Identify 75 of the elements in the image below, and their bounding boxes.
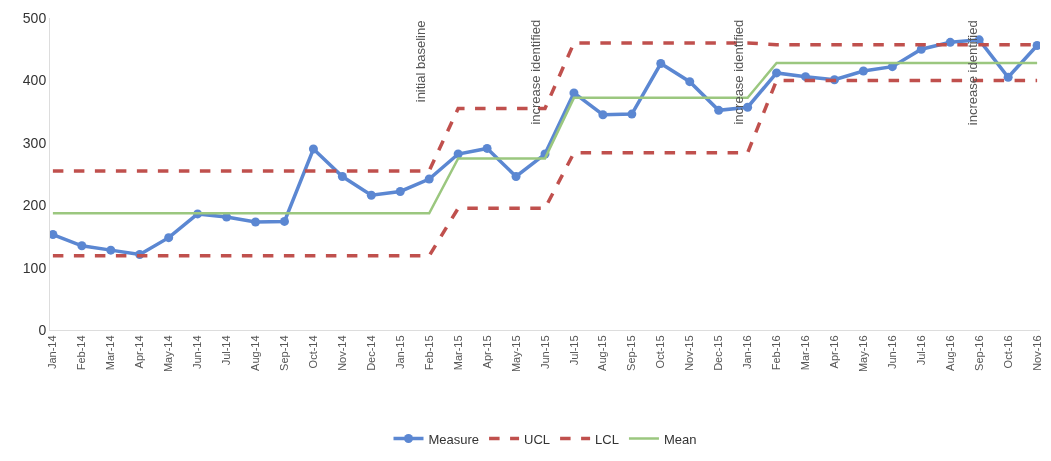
x-tick-label: Feb-16	[770, 335, 783, 371]
x-tick-label: Jun-16	[885, 335, 898, 370]
point	[77, 241, 87, 251]
y-tick-label: 200	[22, 197, 47, 214]
annotation: increase identified	[965, 20, 981, 126]
point	[279, 216, 289, 226]
point	[627, 109, 637, 119]
x-tick-label: Feb-15	[422, 335, 435, 371]
point	[511, 172, 521, 181]
point	[106, 245, 116, 255]
point	[656, 59, 666, 69]
legend-label: Measure	[428, 431, 480, 447]
x-tick-label: Jan-16	[741, 335, 754, 370]
point	[598, 110, 608, 120]
x-tick-label: Nov-16	[1030, 335, 1043, 371]
annotation: initial baseline	[413, 20, 429, 103]
y-tick-label: 300	[22, 134, 47, 151]
x-tick-label: Nov-14	[335, 335, 348, 371]
x-tick-label: Mar-15	[451, 335, 464, 371]
point	[251, 217, 261, 227]
x-tick-label: Dec-15	[712, 335, 725, 371]
point	[801, 72, 811, 82]
x-tick-label: Nov-15	[683, 335, 696, 371]
x-tick-label: Jun-15	[538, 335, 551, 370]
x-tick-label: Apr-16	[828, 335, 841, 369]
legend-label: Mean	[663, 431, 697, 447]
x-tick-label: Apr-14	[133, 335, 146, 369]
x-tick-label: Feb-14	[75, 335, 88, 371]
x-tick-label: Oct-14	[307, 335, 319, 369]
x-tick-label: Mar-14	[104, 335, 117, 371]
annotation: increase identified	[730, 19, 746, 125]
x-tick-label: Jan-14	[46, 335, 59, 370]
point	[945, 37, 955, 47]
point	[685, 77, 695, 87]
point	[366, 190, 376, 200]
x-tick-label: Dec-14	[364, 335, 377, 371]
point	[743, 102, 753, 112]
legend-label: LCL	[595, 431, 619, 447]
x-tick-label: Oct-16	[1001, 335, 1014, 369]
point	[482, 143, 492, 153]
x-tick-label: Oct-15	[654, 335, 667, 369]
point	[424, 174, 434, 184]
point	[569, 88, 579, 98]
y-tick-label: 500	[22, 9, 47, 26]
legend-label: UCL	[524, 431, 551, 447]
point	[337, 172, 347, 181]
y-tick-label: 100	[22, 259, 47, 276]
point	[858, 66, 868, 76]
x-tick-label: Sep-16	[972, 335, 985, 371]
x-tick-label: Aug-14	[249, 335, 262, 371]
point	[1032, 40, 1040, 50]
x-tick-label: May-14	[162, 335, 175, 373]
x-tick-label: Mar-16	[799, 335, 812, 371]
annotation: increase identified	[527, 19, 543, 125]
x-tick-label: Sep-15	[625, 335, 638, 371]
point	[772, 68, 782, 78]
x-tick-label: May-15	[509, 335, 522, 373]
point	[308, 144, 318, 154]
point	[164, 233, 174, 243]
x-tick-label: Jul-14	[220, 335, 233, 366]
x-tick-label: Apr-15	[480, 335, 493, 369]
x-tick-label: Aug-15	[596, 335, 609, 371]
x-tick-label: Jul-15	[567, 335, 580, 366]
x-tick-label: Jul-16	[914, 335, 927, 366]
point	[50, 230, 58, 240]
x-tick-label: Aug-16	[943, 335, 956, 371]
x-tick-label: Jan-15	[393, 335, 406, 370]
point	[714, 105, 724, 115]
x-tick-label: Jun-14	[191, 335, 204, 370]
x-tick-label: May-16	[856, 335, 869, 373]
point	[1003, 72, 1013, 82]
y-tick-label: 0	[38, 321, 47, 338]
y-tick-label: 400	[22, 72, 47, 89]
x-tick-label: Sep-14	[278, 335, 291, 371]
point	[395, 186, 405, 196]
